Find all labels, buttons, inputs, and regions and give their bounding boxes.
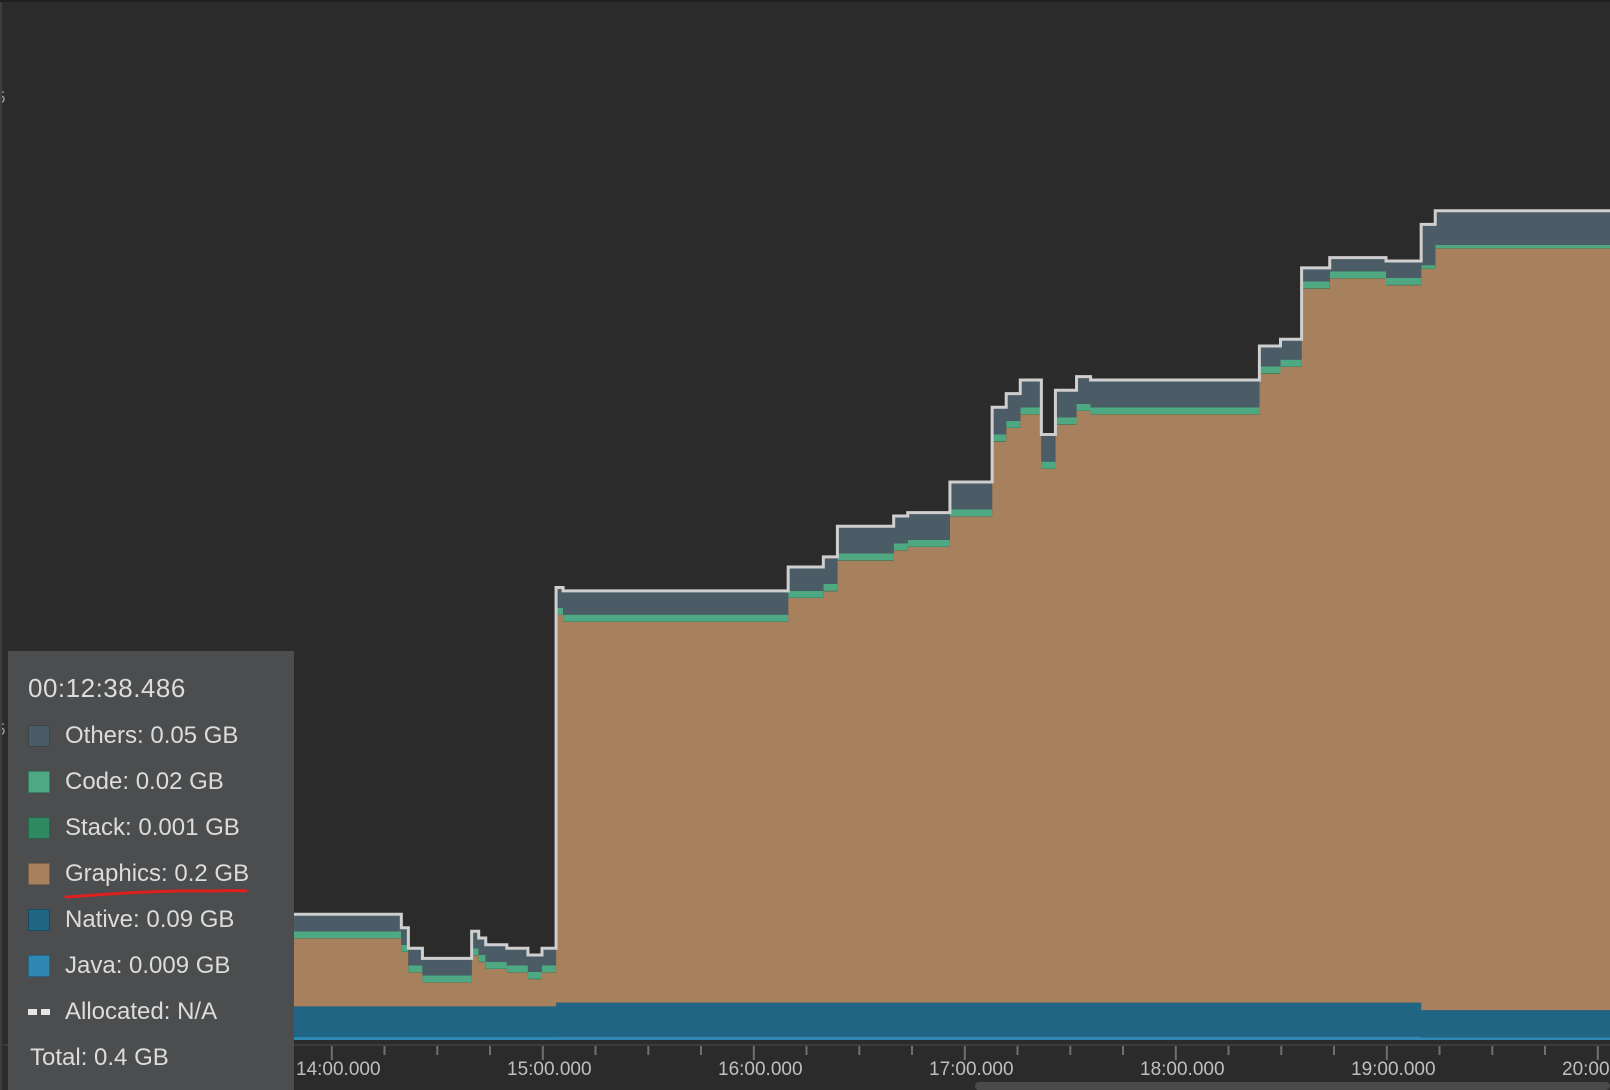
- stacked-layers: [162, 210, 1610, 1040]
- x-tick-label: 17:00.000: [929, 1059, 1014, 1080]
- tooltip-time: 00:12:38.486: [28, 673, 186, 703]
- x-tick-label: 16:00.000: [718, 1059, 803, 1080]
- area-graphics: [162, 248, 1610, 1011]
- legend-item-dashed: Allocated: N/A: [28, 997, 217, 1027]
- x-axis: 14:00.000 15:00.000 16:00.000 17:00.000 18:0…: [0, 1044, 1610, 1080]
- x-minor-tick: [647, 1046, 650, 1055]
- x-tick-label: 20:00: [1562, 1059, 1610, 1080]
- x-tick-label: 15:00.000: [507, 1059, 592, 1080]
- x-minor-tick: [489, 1046, 491, 1055]
- legend-swatch: [28, 863, 50, 885]
- legend-swatch: [28, 725, 50, 747]
- legend-label: Graphics: 0.2 GB: [65, 860, 250, 887]
- x-minor-tick: [1491, 1046, 1494, 1055]
- x-minor-tick: [1069, 1046, 1072, 1055]
- x-minor-tick: [1544, 1046, 1546, 1055]
- x-minor-tick: [436, 1046, 439, 1055]
- legend-item-code: Code: 0.02 GB: [28, 767, 224, 797]
- x-major-tick: [1385, 1046, 1388, 1060]
- area-others: [162, 210, 1610, 976]
- legend-label: Others: 0.05 GB: [65, 722, 239, 749]
- x-axis-line: [0, 1044, 1610, 1046]
- x-major-tick: [1174, 1046, 1177, 1060]
- x-major-tick: [752, 1046, 755, 1060]
- x-tick-label: 14:00.000: [296, 1059, 381, 1080]
- x-tick-label: 18:00.000: [1140, 1059, 1225, 1080]
- x-minor-tick: [1438, 1046, 1441, 1055]
- legend-item-java: Java: 0.009 GB: [28, 951, 230, 981]
- legend-swatch: [28, 771, 50, 793]
- legend-swatch: [28, 909, 50, 931]
- y-axis-labels: 55: [0, 88, 5, 739]
- x-minor-tick: [1016, 1046, 1019, 1055]
- total-line: [162, 209, 1610, 960]
- x-minor-tick: [1280, 1046, 1283, 1055]
- tooltip-total: Total: 0.4 GB: [30, 1044, 169, 1071]
- legend-label: Code: 0.02 GB: [65, 768, 224, 795]
- area-native: [162, 1002, 1610, 1038]
- legend-item-stack: Stack: 0.001 GB: [28, 813, 240, 843]
- legend-item-graphics: Graphics: 0.2 GB: [28, 859, 249, 889]
- memory-tooltip: 00:12:38.486 Others: 0.05 GB Code: 0.02 G…: [8, 651, 294, 1090]
- legend-swatch: [28, 955, 50, 977]
- legend-label: Native: 0.09 GB: [65, 906, 235, 933]
- x-minor-tick: [383, 1046, 386, 1055]
- total-memory-line: [162, 209, 1610, 960]
- x-minor-tick: [911, 1046, 913, 1055]
- legend-swatch: [28, 817, 50, 839]
- legend-label: Stack: 0.001 GB: [65, 814, 240, 841]
- x-minor-tick: [594, 1046, 597, 1055]
- y-tick-label: 5: [0, 88, 5, 107]
- left-border: [0, 0, 2, 1090]
- legend-item-others: Others: 0.05 GB: [28, 721, 238, 751]
- legend-swatch: [28, 1009, 50, 1015]
- x-minor-tick: [858, 1046, 861, 1055]
- x-major-tick: [541, 1046, 544, 1060]
- area-java: [162, 1036, 1610, 1040]
- horizontal-scrollbar[interactable]: [975, 1082, 1610, 1090]
- x-major-tick: [963, 1046, 966, 1060]
- x-minor-tick: [1227, 1046, 1230, 1055]
- x-minor-tick: [1122, 1046, 1124, 1055]
- y-tick-label: 5: [0, 720, 5, 739]
- x-minor-tick: [805, 1046, 808, 1055]
- legend-label: Allocated: N/A: [65, 998, 218, 1025]
- x-minor-tick: [700, 1046, 702, 1055]
- legend-label: Java: 0.009 GB: [65, 952, 231, 979]
- x-major-tick: [1596, 1046, 1599, 1060]
- legend-item-native: Native: 0.09 GB: [28, 905, 234, 935]
- top-border: [0, 0, 1610, 2]
- x-tick-label: 19:00.000: [1351, 1059, 1436, 1080]
- x-major-tick: [330, 1046, 333, 1060]
- x-minor-tick: [1333, 1046, 1335, 1055]
